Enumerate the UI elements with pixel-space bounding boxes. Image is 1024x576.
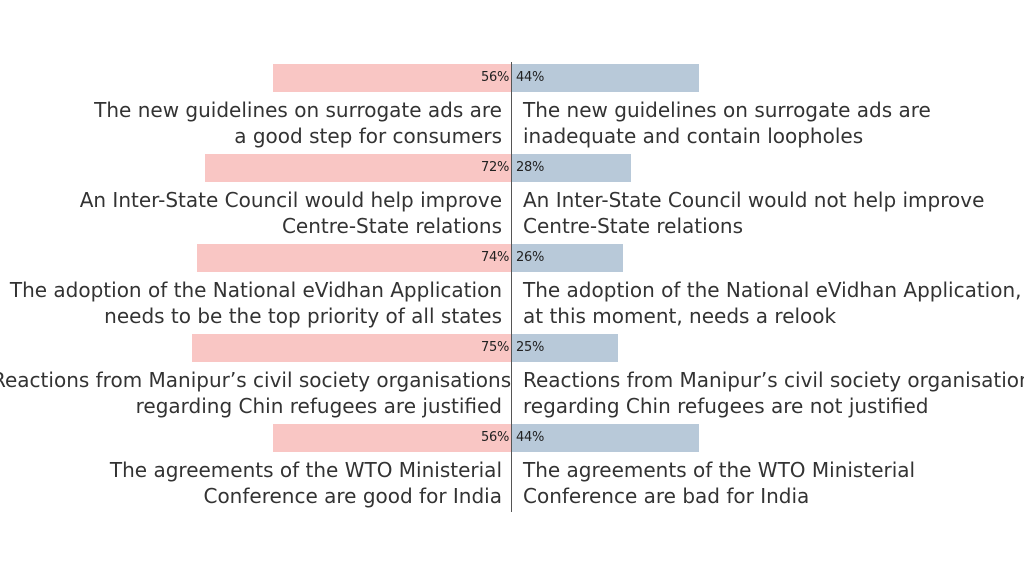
- statement-line: An Inter-State Council would help improv…: [79, 188, 502, 212]
- statement-line: The agreements of the WTO Ministerial: [109, 458, 502, 482]
- chart-row: 75% 25% Reactions from Manipur’s civil soc…: [0, 334, 1024, 424]
- statement-disagree: An Inter-State Council would not help im…: [523, 187, 1023, 239]
- statement-line: a good step for consumers: [234, 124, 502, 148]
- chart-row: 56% 44% The agreements of the WTO Minister…: [0, 424, 1024, 514]
- bar-disagree: [512, 64, 699, 92]
- bar-agree: [273, 424, 511, 452]
- data-label-disagree: 26%: [516, 250, 544, 265]
- data-label-agree: 72%: [481, 160, 509, 175]
- data-label-agree: 74%: [481, 250, 509, 265]
- data-label-disagree: 44%: [516, 430, 544, 445]
- statement-disagree: Reactions from Manipur’s civil society o…: [523, 367, 1024, 419]
- data-label-disagree: 44%: [516, 70, 544, 85]
- statement-line: The new guidelines on surrogate ads are: [523, 98, 931, 122]
- statement-agree: Reactions from Manipur’s civil society o…: [0, 367, 512, 419]
- bar-disagree: [512, 154, 631, 182]
- statement-disagree: The agreements of the WTO Ministerial Con…: [523, 457, 1023, 509]
- statement-line: The adoption of the National eVidhan App…: [523, 278, 1022, 302]
- statement-line: inadequate and contain loopholes: [523, 124, 864, 148]
- statement-line: needs to be the top priority of all stat…: [104, 304, 502, 328]
- statement-line: An Inter-State Council would not help im…: [523, 188, 985, 212]
- statement-line: Centre-State relations: [523, 214, 744, 238]
- bar-disagree: [512, 424, 699, 452]
- bar-agree: [192, 334, 511, 362]
- statement-line: The new guidelines on surrogate ads are: [94, 98, 502, 122]
- statement-agree: The adoption of the National eVidhan App…: [0, 277, 502, 329]
- statement-agree: The new guidelines on surrogate ads are a…: [0, 97, 502, 149]
- data-label-agree: 56%: [481, 70, 509, 85]
- chart-row: 72% 28% An Inter-State Council would help …: [0, 154, 1024, 244]
- statement-line: Conference are bad for India: [523, 484, 810, 508]
- statement-line: Reactions from Manipur’s civil society o…: [523, 368, 1024, 392]
- data-label-agree: 56%: [481, 430, 509, 445]
- data-label-disagree: 28%: [516, 160, 544, 175]
- statement-agree: An Inter-State Council would help improv…: [0, 187, 502, 239]
- statement-line: at this moment, needs a relook: [523, 304, 837, 328]
- statement-line: regarding Chin refugees are not justifie…: [523, 394, 929, 418]
- statement-line: regarding Chin refugees are justified: [135, 394, 502, 418]
- statement-line: Reactions from Manipur’s civil society o…: [0, 368, 512, 392]
- bar-agree: [196, 244, 511, 272]
- statement-line: The agreements of the WTO Ministerial: [523, 458, 916, 482]
- statement-agree: The agreements of the WTO Ministerial Con…: [0, 457, 502, 509]
- data-label-disagree: 25%: [516, 340, 544, 355]
- statement-line: The adoption of the National eVidhan App…: [9, 278, 502, 302]
- statement-line: Conference are good for India: [203, 484, 502, 508]
- bar-agree: [273, 64, 511, 92]
- bar-disagree: [512, 244, 623, 272]
- statement-disagree: The new guidelines on surrogate ads are i…: [523, 97, 1023, 149]
- data-label-agree: 75%: [481, 340, 509, 355]
- bar-disagree: [512, 334, 619, 362]
- center-divider: [511, 62, 512, 512]
- chart-row: 74% 26% The adoption of the National eVidh…: [0, 244, 1024, 334]
- chart-row: 56% 44% The new guidelines on surrogate ad…: [0, 64, 1024, 154]
- statement-line: Centre-State relations: [281, 214, 502, 238]
- bar-agree: [205, 154, 511, 182]
- statement-disagree: The adoption of the National eVidhan App…: [523, 277, 1023, 329]
